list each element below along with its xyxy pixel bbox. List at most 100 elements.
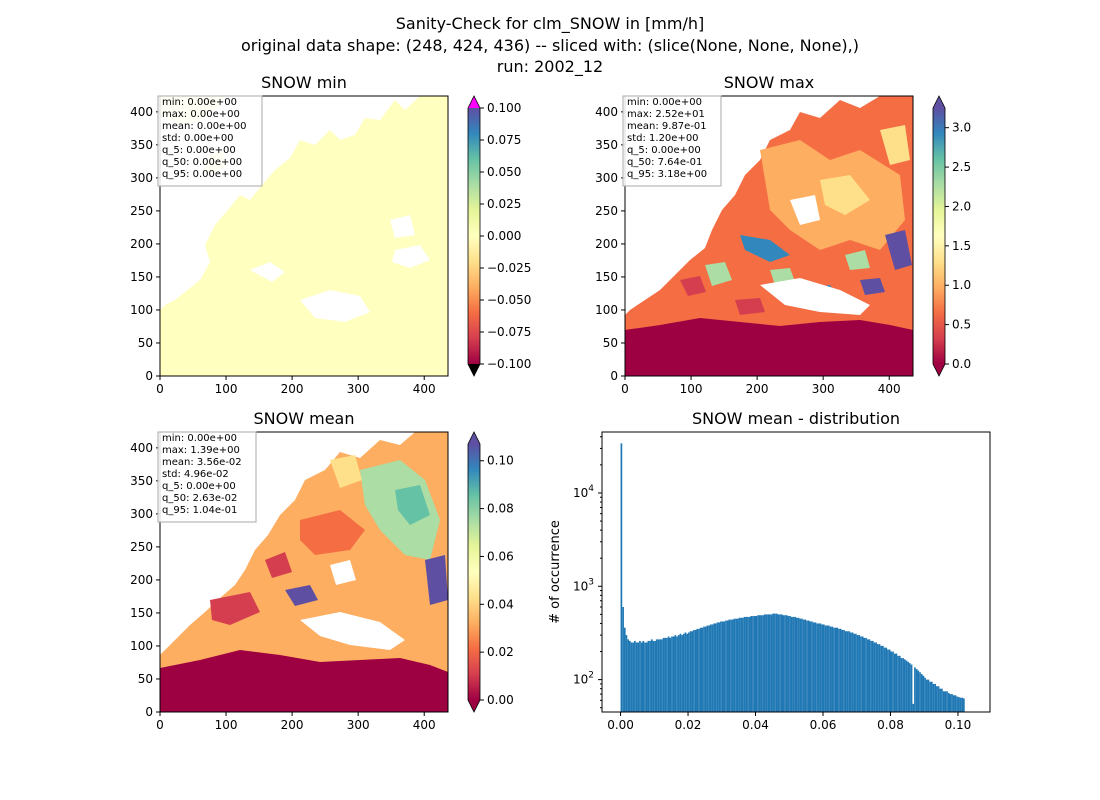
histogram-bar xyxy=(930,681,933,712)
histogram-bar xyxy=(701,627,704,712)
histogram-bar xyxy=(635,642,638,712)
histogram-bar xyxy=(677,635,680,712)
histogram-bar xyxy=(838,628,840,712)
histogram-bar xyxy=(858,635,861,712)
histogram-bar xyxy=(716,622,719,712)
histogram-bar xyxy=(758,615,761,712)
colorbar-tick-label: 0.5 xyxy=(952,318,971,332)
x-tick-label: 100 xyxy=(215,718,238,732)
histogram-bar xyxy=(892,651,894,712)
histogram-bar xyxy=(661,639,663,712)
histogram-bar xyxy=(689,631,692,712)
histogram-bar xyxy=(794,616,796,712)
histogram-bar xyxy=(902,658,904,712)
histogram-bar xyxy=(664,637,667,712)
histogram-bar xyxy=(878,644,881,712)
suptitle-line-2: original data shape: (248, 424, 436) -- … xyxy=(241,36,859,55)
histogram-bar xyxy=(718,622,721,712)
histogram-bar xyxy=(726,620,729,712)
histogram-bar xyxy=(684,632,687,712)
histogram-bar xyxy=(865,637,867,712)
histogram-bar xyxy=(831,626,834,712)
colorbar-over-arrow xyxy=(468,432,480,444)
histogram-bar xyxy=(723,621,726,712)
histogram-bar xyxy=(849,632,852,712)
histogram-bar xyxy=(666,637,668,712)
y-tick-label: 350 xyxy=(595,138,618,152)
panel-title: SNOW max xyxy=(724,73,814,92)
colorbar-under-arrow xyxy=(468,700,480,712)
x-tick-label: 200 xyxy=(746,382,769,396)
histogram-bar xyxy=(672,636,675,712)
histogram-bar xyxy=(704,626,707,712)
histogram-bar xyxy=(882,645,884,712)
colorbar-tick-label: 0.025 xyxy=(487,197,521,211)
histogram-bar xyxy=(946,691,948,712)
panel-title: SNOW mean xyxy=(254,409,355,428)
x-tick-label: 0 xyxy=(156,718,164,732)
histogram-bar xyxy=(725,620,727,712)
y-tick-label: 100 xyxy=(595,303,618,317)
colorbar-tick-label: 0.100 xyxy=(487,101,521,115)
stats-line: mean: 9.87e-01 xyxy=(627,121,707,132)
y-tick-label: 150 xyxy=(130,270,153,284)
y-tick-label: 102 xyxy=(573,671,594,687)
stats-line: q_95: 1.04e-01 xyxy=(162,505,237,516)
y-tick-label: 50 xyxy=(603,336,618,350)
histogram-bar xyxy=(622,607,624,712)
histogram-bar xyxy=(627,639,629,712)
histogram-bar xyxy=(963,698,965,712)
histogram-bar xyxy=(775,613,778,712)
y-tick-label: 200 xyxy=(595,237,618,251)
histogram-bar xyxy=(696,628,699,712)
histogram-bar xyxy=(829,626,832,712)
histogram-bar xyxy=(748,616,751,712)
histogram-bar xyxy=(914,667,916,712)
histogram-bar xyxy=(922,675,925,712)
x-tick-label: 100 xyxy=(215,382,238,396)
y-tick-label: 250 xyxy=(130,204,153,218)
stats-box: min: 0.00e+00 max: 0.00e+00 mean: 0.00e+00… xyxy=(157,95,263,187)
histogram-bar xyxy=(753,616,756,712)
stats-line: q_50: 7.64e-01 xyxy=(627,157,702,168)
histogram-bar xyxy=(860,636,862,712)
colorbar-tick-label: 0.10 xyxy=(487,454,514,468)
histogram-bar xyxy=(699,627,702,712)
histogram-bar xyxy=(755,616,758,712)
histogram-bar xyxy=(841,630,844,712)
histogram-bar xyxy=(645,642,648,712)
y-tick-label: 400 xyxy=(595,105,618,119)
y-tick-label: 350 xyxy=(130,474,153,488)
histogram-bar xyxy=(698,628,700,712)
panel-snow-mean-distribution: SNOW mean - distribution 0.00 0.02 0.04 0.0… xyxy=(548,409,991,732)
histogram-bar xyxy=(762,615,764,712)
histogram-bar xyxy=(742,617,744,712)
histogram-bar xyxy=(769,614,771,712)
y-tick-label: 350 xyxy=(130,138,153,152)
x-tick-label: 0.08 xyxy=(877,718,904,732)
histogram-bar xyxy=(863,637,866,712)
colorbar-under-arrow xyxy=(933,364,945,376)
colorbar-tick-label: 0.0 xyxy=(952,357,971,371)
axis-ticks: 0 100 200 300 400 0 50 100 150 200 250 300 350 400 xyxy=(595,105,901,396)
histogram-bar xyxy=(875,642,877,712)
histogram-bar xyxy=(682,633,685,712)
suptitle-line-3: run: 2002_12 xyxy=(497,57,603,77)
histogram-bar xyxy=(647,640,650,712)
histogram-bar xyxy=(669,637,672,712)
histogram-bar xyxy=(659,639,662,712)
histogram-bar xyxy=(757,615,759,712)
histogram-bar xyxy=(765,614,768,712)
colorbar-tick-label: 3.0 xyxy=(952,121,971,135)
histogram-bar xyxy=(937,686,940,712)
stats-line: std: 0.00e+00 xyxy=(162,133,234,144)
histogram-bar xyxy=(934,683,937,712)
histogram-bar xyxy=(844,631,847,712)
histogram-bar xyxy=(671,636,673,712)
colorbar-tick-label: −0.025 xyxy=(487,261,531,275)
histogram-bar xyxy=(897,655,899,712)
histogram-bar xyxy=(952,695,955,712)
histogram-bar xyxy=(871,640,874,712)
